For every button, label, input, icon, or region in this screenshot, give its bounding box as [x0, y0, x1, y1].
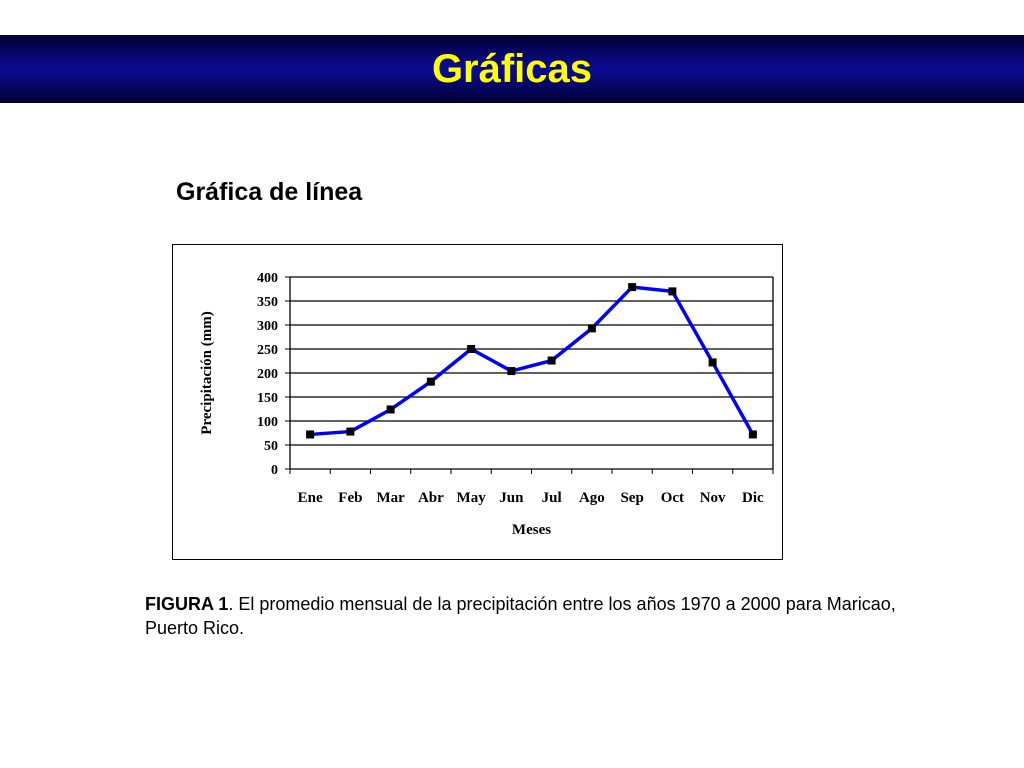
data-point — [708, 358, 717, 367]
data-point — [306, 430, 315, 439]
x-tick-label: Nov — [700, 490, 726, 506]
y-tick-label: 0 — [271, 463, 278, 478]
x-tick-label: Oct — [661, 490, 684, 506]
data-point — [426, 377, 435, 386]
x-tick-label: Mar — [376, 490, 405, 506]
data-point — [628, 283, 637, 292]
x-tick-label: Abr — [418, 490, 444, 506]
data-point — [547, 356, 556, 365]
x-tick-label: May — [457, 490, 487, 506]
chart-frame: 0 50 100 150 200 250 300 350 400 Ene Feb Mar Abr May J… — [172, 244, 783, 560]
data-point — [346, 427, 355, 436]
data-point — [507, 367, 516, 376]
y-tick-label: 400 — [257, 271, 278, 286]
y-tick-label: 150 — [257, 391, 278, 406]
y-axis-label: Precipitación (mm) — [199, 311, 215, 434]
x-tick-label: Ene — [298, 490, 323, 506]
line-chart: 0 50 100 150 200 250 300 350 400 Ene Feb Mar Abr May J… — [199, 271, 774, 538]
data-point — [467, 345, 476, 353]
x-tick-label: Jul — [542, 490, 562, 506]
x-tick-label: Ago — [579, 490, 605, 506]
x-tick-label: Jun — [499, 490, 524, 506]
y-tick-label: 250 — [257, 343, 278, 358]
caption-label: FIGURA 1 — [145, 594, 229, 614]
data-point — [668, 287, 677, 296]
y-tick-label: 100 — [257, 415, 278, 430]
slide-title: Gráficas — [431, 47, 593, 91]
x-tick-label: Dic — [742, 490, 764, 506]
y-tick-label: 300 — [257, 319, 278, 334]
data-point — [748, 430, 757, 439]
data-point — [587, 324, 596, 333]
chart-heading: Gráfica de línea — [176, 178, 363, 206]
x-tick-label: Feb — [338, 490, 362, 506]
caption-text: . El promedio mensual de la precipitació… — [145, 594, 896, 638]
y-tick-label: 350 — [257, 295, 278, 310]
series-line — [310, 285, 755, 437]
x-tick-label: Sep — [620, 490, 643, 506]
title-banner: Gráficas — [0, 35, 1024, 103]
x-axis-label: Meses — [512, 522, 551, 538]
y-tick-label: 50 — [264, 439, 278, 454]
y-tick-label: 200 — [257, 367, 278, 382]
data-point — [386, 405, 395, 414]
figure-caption: FIGURA 1. El promedio mensual de la prec… — [145, 592, 905, 640]
